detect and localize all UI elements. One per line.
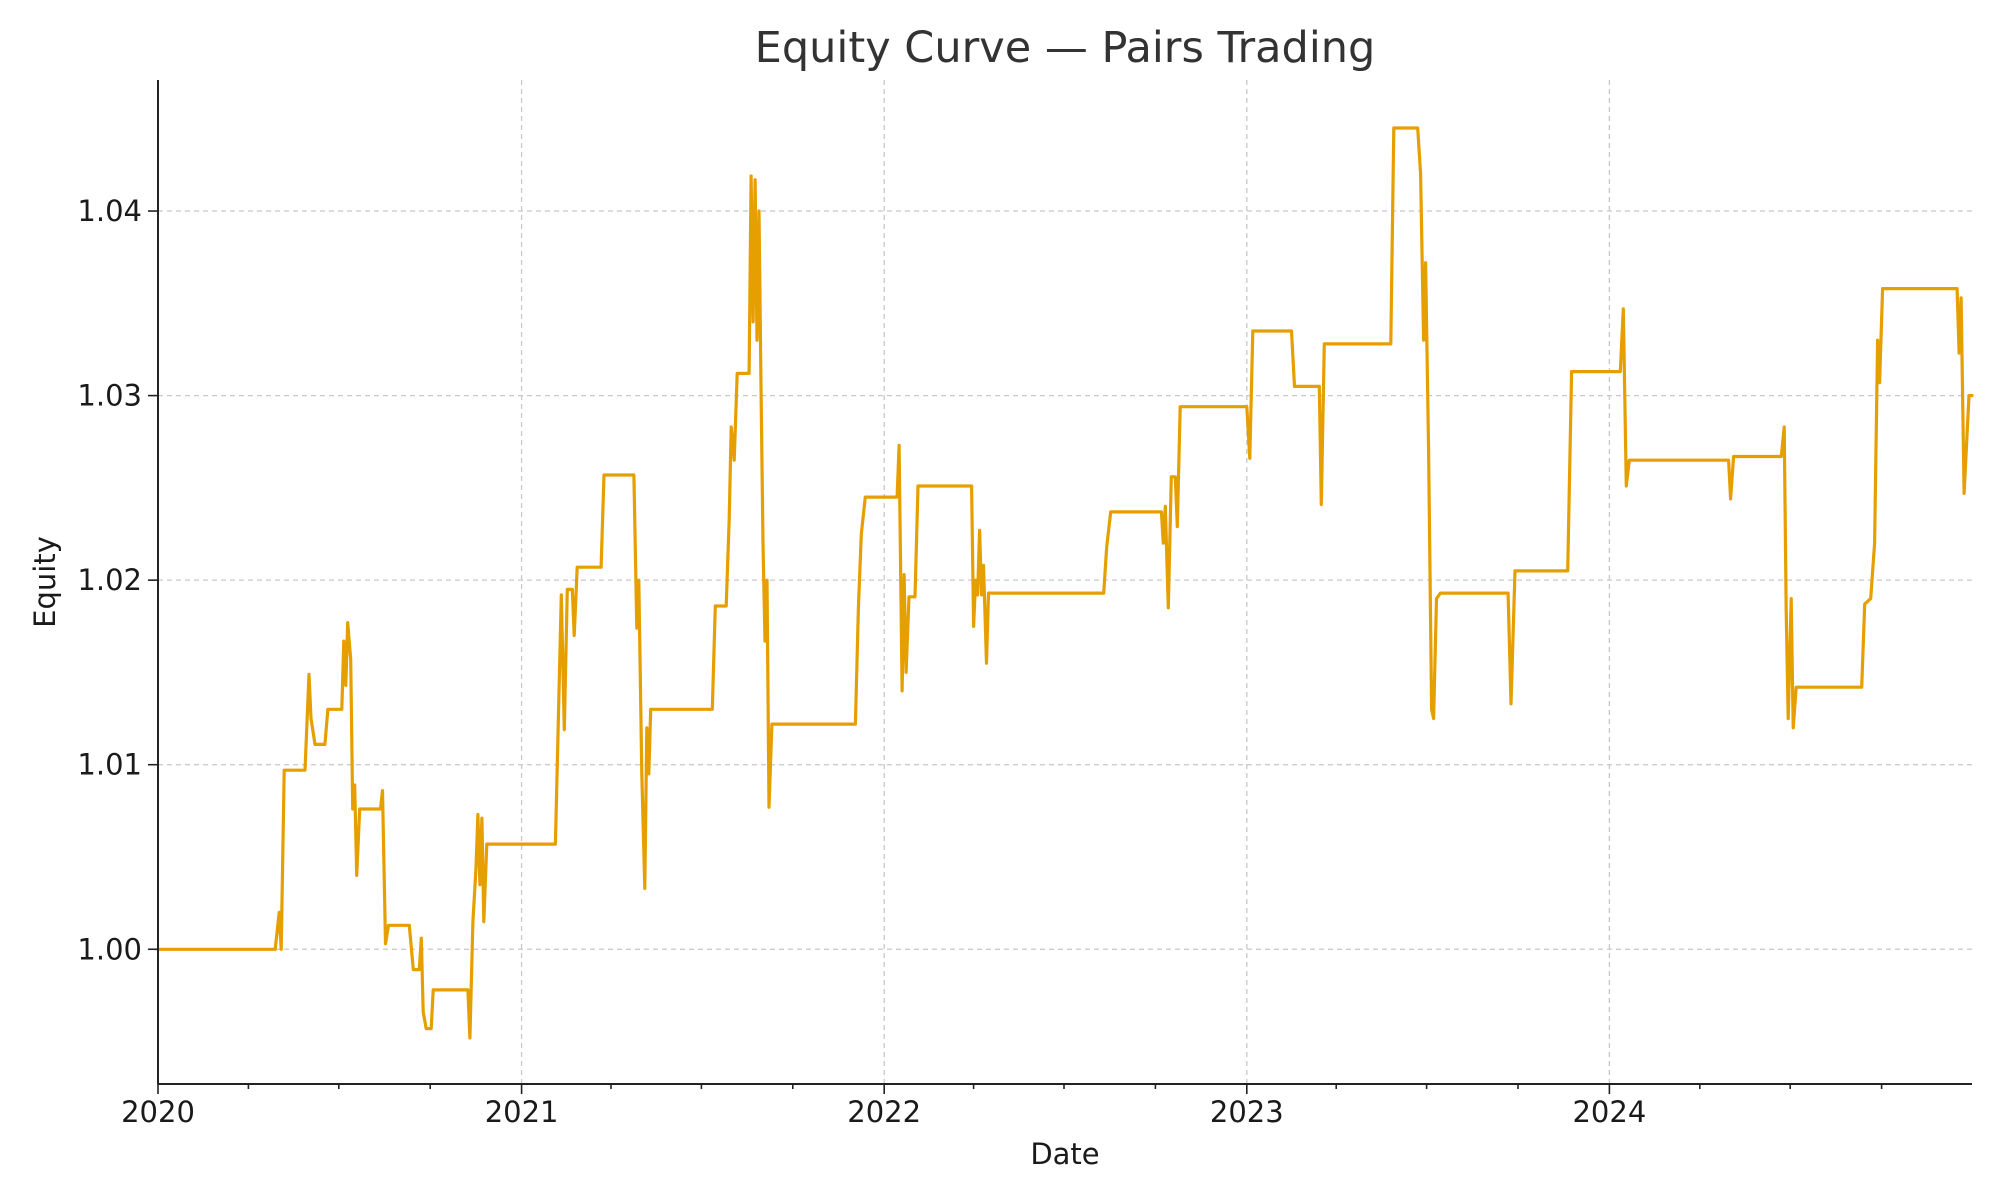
y-tick-label: 1.02 [77,563,142,597]
x-axis-title: Date [1030,1137,1099,1171]
x-tick-label: 2020 [121,1095,195,1129]
x-tick-label: 2023 [1210,1095,1284,1129]
y-tick-label: 1.01 [77,748,142,782]
x-tick-label: 2024 [1572,1095,1646,1129]
y-axis-title: Equity [28,536,62,628]
y-tick-label: 1.04 [77,194,142,228]
axes [157,80,1972,1085]
y-tick-label: 1.03 [77,379,142,413]
chart-title: Equity Curve — Pairs Trading [755,23,1376,73]
x-tick-label: 2021 [485,1095,559,1129]
x-tick-label: 2022 [847,1095,921,1129]
axis-ticks: 1.00 1.01 1.02 1.03 1.04 2020 2021 2022 2023 2024 [77,194,1883,1129]
series-layer [156,126,1974,1040]
y-tick-label: 1.00 [77,932,142,966]
equity-line [156,126,1974,1040]
